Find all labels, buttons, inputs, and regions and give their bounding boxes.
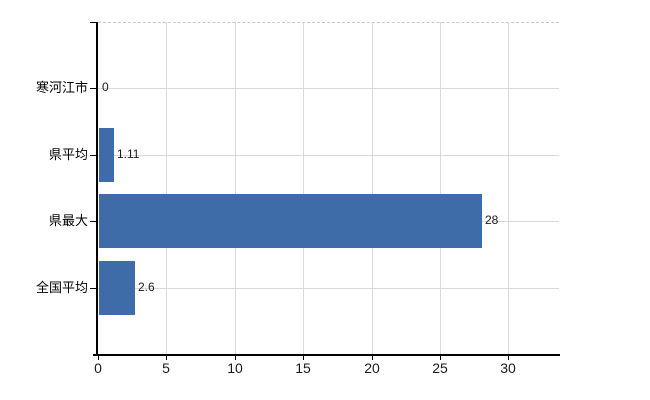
- x-axis-tick: [235, 356, 236, 360]
- bar-県平均: [99, 128, 114, 182]
- bar-value-label: 28: [485, 213, 499, 227]
- x-axis-line: [93, 354, 560, 356]
- bar-県最大: [99, 194, 482, 248]
- x-axis-tick: [98, 356, 99, 360]
- gridline-horizontal: [98, 155, 559, 156]
- x-axis-tick-label: 10: [227, 360, 243, 376]
- y-axis-tick: [90, 155, 97, 156]
- gridline-vertical: [371, 22, 373, 354]
- category-label-県最大: 県最大: [48, 213, 88, 228]
- gridline-vertical: [508, 22, 510, 354]
- x-axis-tick: [372, 356, 373, 360]
- y-axis-tick: [90, 288, 97, 289]
- x-axis-tick-label: 30: [500, 360, 516, 376]
- x-axis-tick-label: 5: [162, 360, 170, 376]
- gridline-vertical: [166, 22, 168, 354]
- y-axis-tick: [90, 221, 97, 222]
- x-axis-tick: [440, 356, 441, 360]
- gridline-vertical: [234, 22, 236, 354]
- bar-value-label: 1.11: [117, 147, 140, 161]
- x-axis-tick: [166, 356, 167, 360]
- category-label-県平均: 県平均: [48, 147, 88, 162]
- bar-全国平均: [99, 261, 135, 315]
- gridline-vertical: [439, 22, 441, 354]
- gridline-horizontal: [98, 288, 559, 289]
- x-axis-tick-label: 15: [295, 360, 311, 376]
- gridline-horizontal: [98, 88, 559, 89]
- x-axis-tick: [303, 356, 304, 360]
- y-axis-tick: [90, 22, 97, 23]
- x-axis-tick-label: 25: [432, 360, 448, 376]
- gridline-vertical: [303, 22, 305, 354]
- x-axis-tick-label: 0: [94, 360, 102, 376]
- bar-value-label: 2.6: [138, 280, 155, 294]
- category-label-寒河江市: 寒河江市: [35, 80, 88, 95]
- category-label-全国平均: 全国平均: [35, 280, 88, 295]
- x-axis-tick-label: 20: [364, 360, 380, 376]
- y-axis-line: [96, 22, 98, 354]
- plot-area: [98, 22, 559, 354]
- y-axis-tick: [90, 88, 97, 89]
- x-axis-tick: [508, 356, 509, 360]
- bar-value-label: 0: [102, 80, 109, 94]
